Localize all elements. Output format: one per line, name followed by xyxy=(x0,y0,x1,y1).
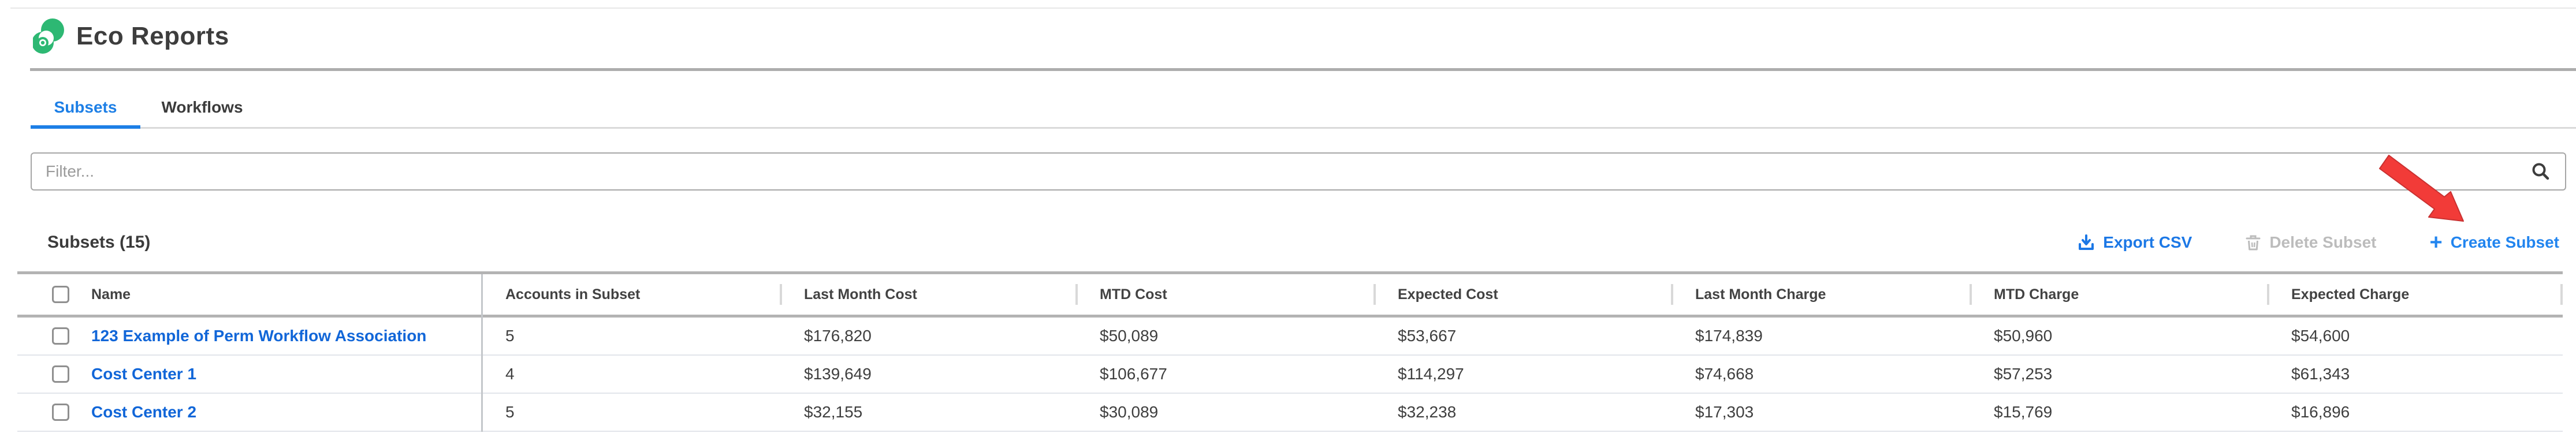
mtd-charge-cell: $57,253 xyxy=(1994,365,2053,383)
select-all-checkbox[interactable] xyxy=(52,286,69,303)
filter-box xyxy=(31,152,2566,191)
subset-name-link[interactable]: 123 Example of Perm Workflow Association xyxy=(91,327,427,345)
expected-charge-cell: $61,343 xyxy=(2291,365,2350,383)
column-header-last-month-charge: Last Month Charge xyxy=(1671,274,1970,315)
expected-cost-cell: $32,238 xyxy=(1398,403,1457,421)
trash-icon xyxy=(2246,235,2261,251)
top-hairline xyxy=(10,8,2576,9)
export-csv-label: Export CSV xyxy=(2103,233,2192,251)
filter-input[interactable] xyxy=(32,154,2565,189)
table-row: Cost Center 2 5 $32,155 $30,089 $32,238 … xyxy=(17,394,2563,432)
create-subset-label: Create Subset xyxy=(2450,233,2559,251)
row-checkbox[interactable] xyxy=(52,327,69,345)
mtd-cost-cell: $106,677 xyxy=(1100,365,1167,383)
plus-icon: + xyxy=(2429,230,2443,255)
accounts-cell: 4 xyxy=(505,365,515,383)
create-subset-button[interactable]: + Create Subset xyxy=(2429,230,2560,255)
download-icon xyxy=(2079,234,2094,250)
active-tab-underline xyxy=(31,125,140,129)
last-month-cost-cell: $139,649 xyxy=(804,365,872,383)
subsets-count-heading: Subsets (15) xyxy=(47,233,151,252)
tab-subsets-label: Subsets xyxy=(54,98,117,116)
name-cell: 123 Example of Perm Workflow Association xyxy=(17,318,481,354)
mtd-charge-cell: $15,769 xyxy=(1994,403,2053,421)
accounts-cell: 5 xyxy=(505,327,515,345)
column-header-last-month-cost: Last Month Cost xyxy=(780,274,1075,315)
search-icon[interactable] xyxy=(2532,162,2550,181)
column-header-mtd-charge: MTD Charge xyxy=(1970,274,2267,315)
expected-charge-cell: $54,600 xyxy=(2291,327,2350,345)
subset-name-link[interactable]: Cost Center 2 xyxy=(91,403,197,421)
list-toolbar: Subsets (15) Export CSV Delete Sub xyxy=(0,229,2576,256)
subsets-table: Name Accounts in Subset Last Month Cost … xyxy=(17,271,2563,432)
header-divider xyxy=(30,68,2576,71)
column-header-accounts: Accounts in Subset xyxy=(505,286,641,303)
mtd-cost-cell: $50,089 xyxy=(1100,327,1159,345)
eco-logo-icon xyxy=(33,18,64,54)
toolbar-actions: Export CSV Delete Subset + Create Subset xyxy=(2078,229,2559,256)
page-title: Eco Reports xyxy=(76,22,229,50)
delete-subset-button[interactable]: Delete Subset xyxy=(2245,233,2377,252)
subset-name-link[interactable]: Cost Center 1 xyxy=(91,365,197,383)
tab-bar-baseline xyxy=(31,127,2576,129)
expected-cost-cell: $53,667 xyxy=(1398,327,1457,345)
name-cell: Cost Center 1 xyxy=(17,356,481,393)
tab-workflows-label: Workflows xyxy=(161,98,243,116)
expected-cost-cell: $114,297 xyxy=(1398,365,1464,383)
column-header-label: Name xyxy=(91,286,131,303)
table-header-row: Name Accounts in Subset Last Month Cost … xyxy=(17,274,2563,318)
export-csv-button[interactable]: Export CSV xyxy=(2078,233,2192,252)
accounts-cell: 5 xyxy=(505,403,515,421)
name-cell: Cost Center 2 xyxy=(17,394,481,431)
expected-charge-cell: $16,896 xyxy=(2291,403,2350,421)
row-checkbox[interactable] xyxy=(52,404,69,421)
tab-workflows[interactable]: Workflows xyxy=(156,85,248,129)
delete-subset-label: Delete Subset xyxy=(2269,233,2377,251)
last-month-cost-cell: $32,155 xyxy=(804,403,863,421)
tab-bar: Subsets Workflows xyxy=(0,85,2576,129)
mtd-charge-cell: $50,960 xyxy=(1994,327,2053,345)
last-month-charge-cell: $174,839 xyxy=(1695,327,1763,345)
table-row: 123 Example of Perm Workflow Association… xyxy=(17,318,2563,356)
mtd-cost-cell: $30,089 xyxy=(1100,403,1159,421)
name-column-divider xyxy=(481,274,483,432)
last-month-charge-cell: $74,668 xyxy=(1695,365,1754,383)
column-header-mtd-cost: MTD Cost xyxy=(1075,274,1373,315)
last-month-charge-cell: $17,303 xyxy=(1695,403,1754,421)
tab-subsets[interactable]: Subsets xyxy=(31,85,140,129)
column-header-expected-charge: Expected Charge xyxy=(2267,274,2563,315)
table-row: Cost Center 1 4 $139,649 $106,677 $114,2… xyxy=(17,356,2563,394)
column-header-expected-cost: Expected Cost xyxy=(1373,274,1671,315)
row-checkbox[interactable] xyxy=(52,365,69,383)
last-month-cost-cell: $176,820 xyxy=(804,327,872,345)
column-header-name: Name xyxy=(17,274,481,315)
